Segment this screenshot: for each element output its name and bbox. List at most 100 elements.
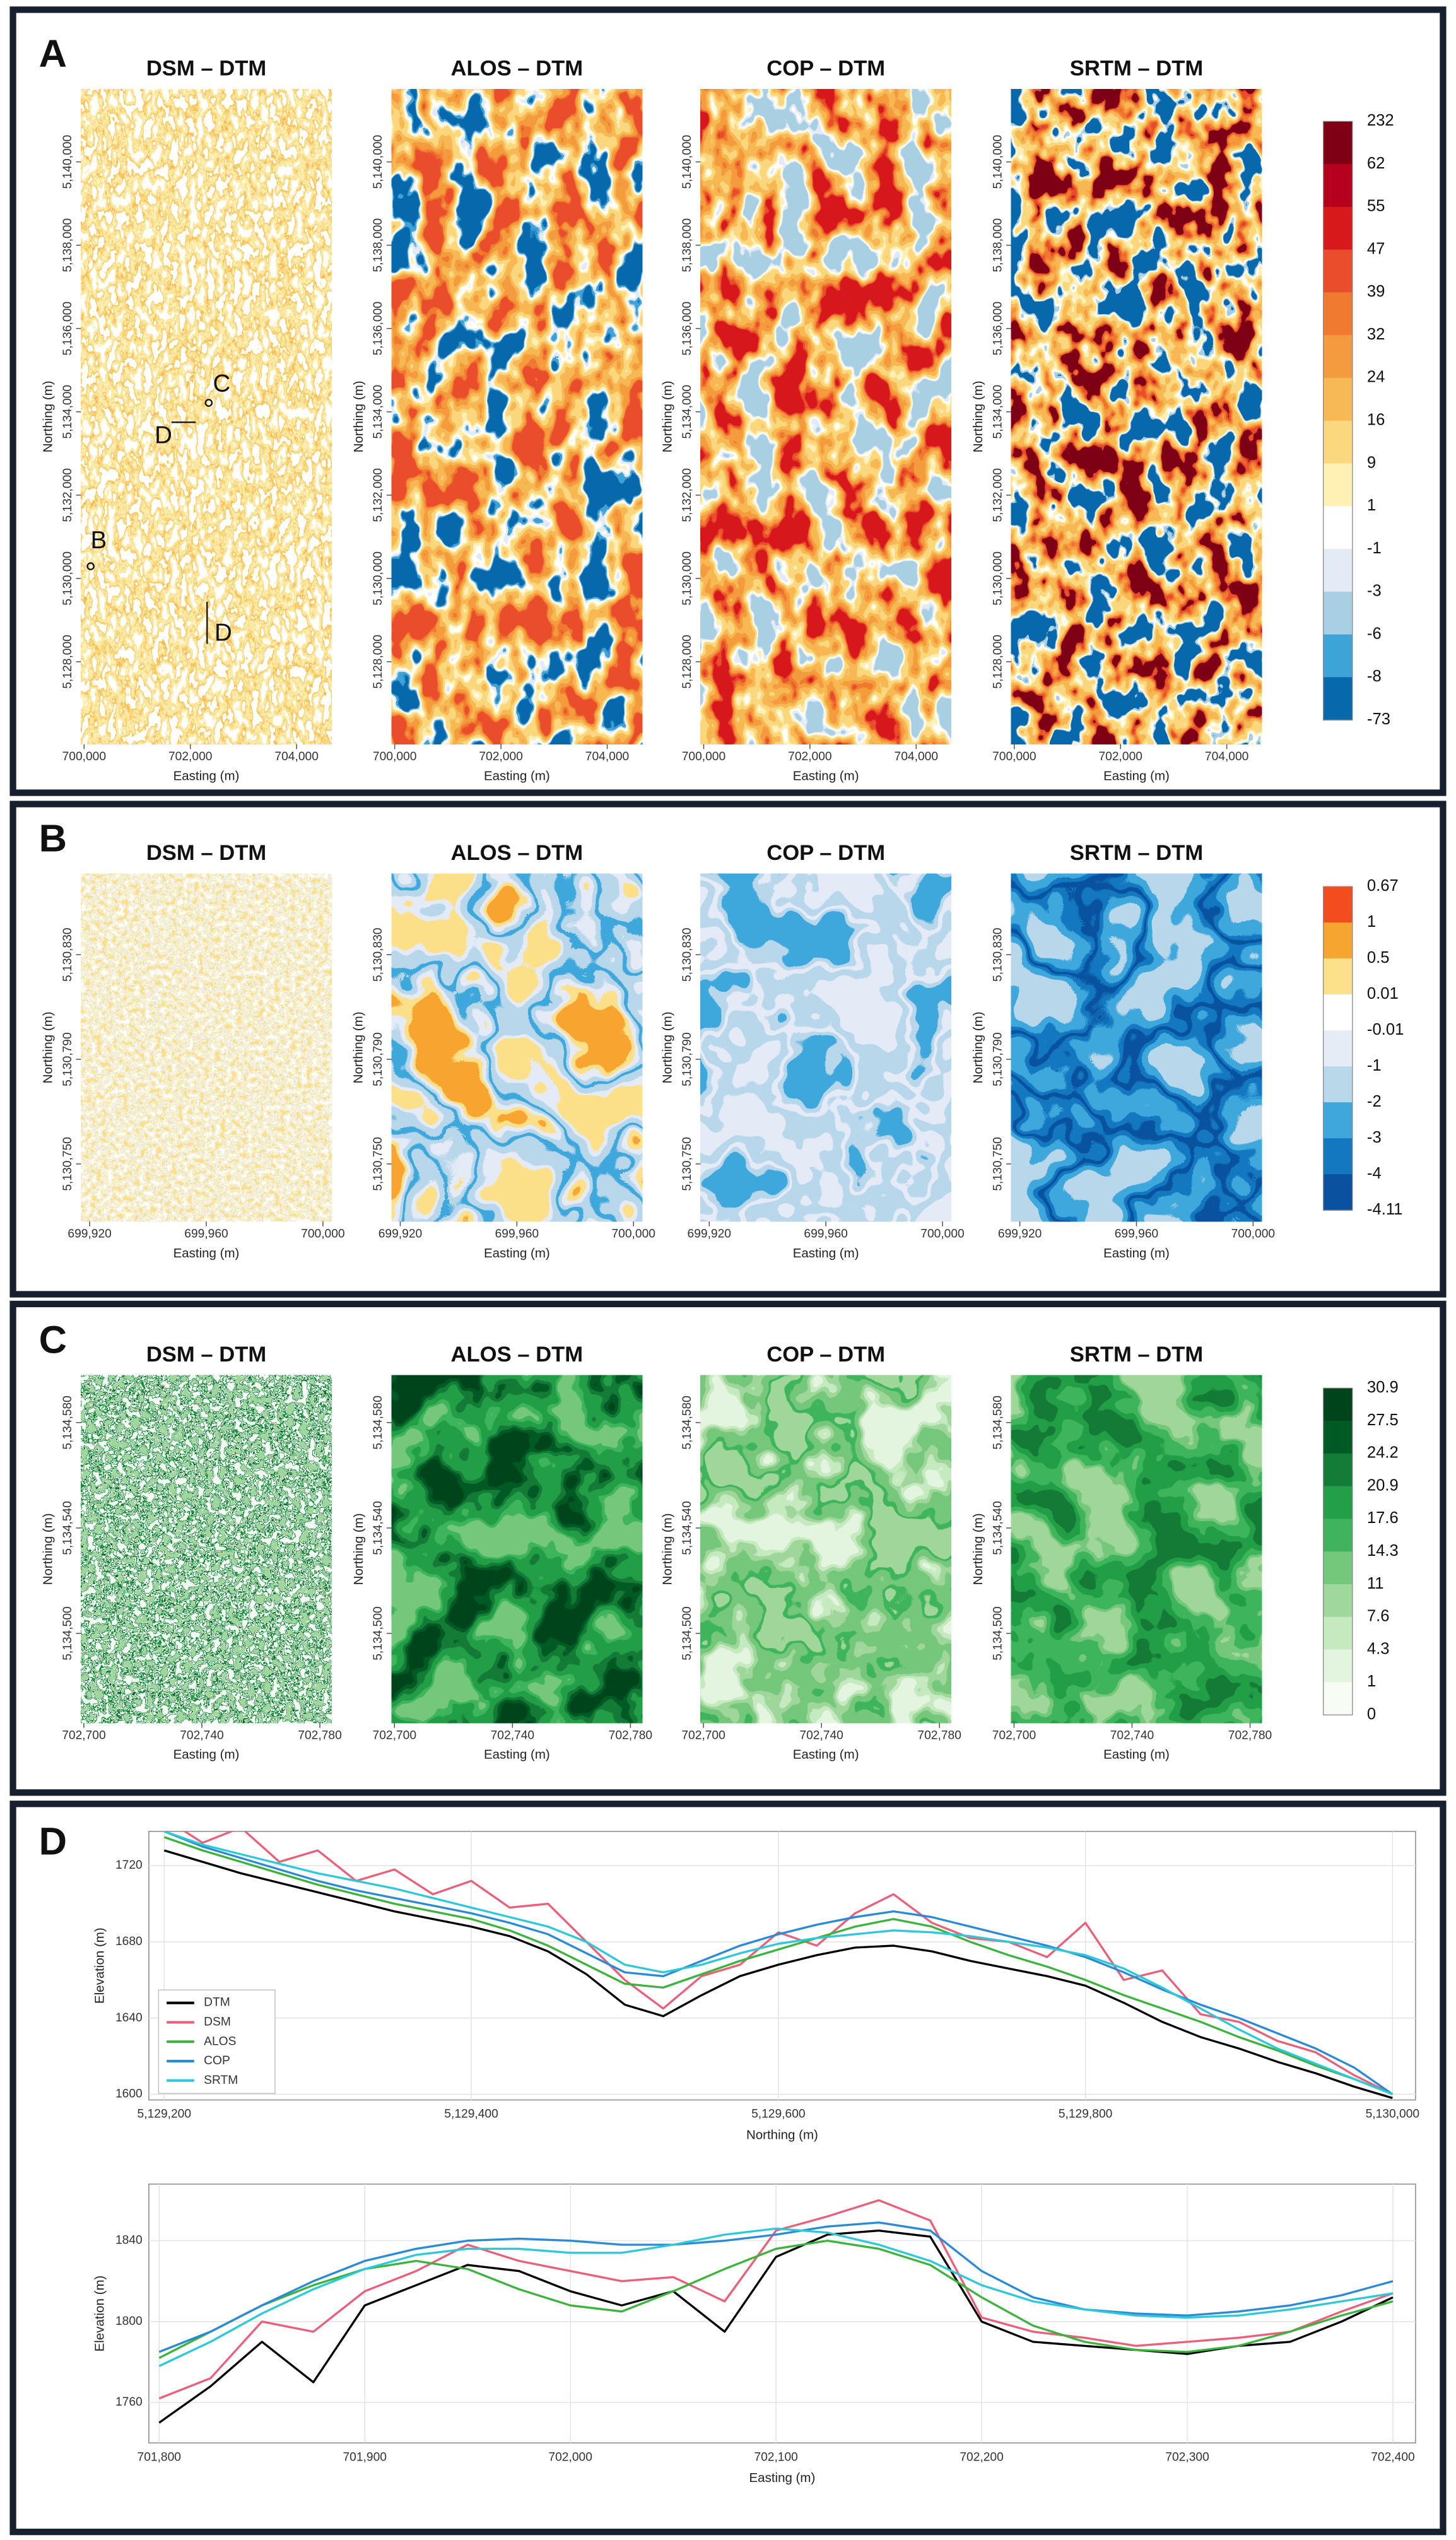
colorbar-swatch	[1323, 1102, 1353, 1139]
x-tick-label: 700,000	[62, 750, 106, 763]
x-axis-label: Easting (m)	[173, 768, 240, 783]
y-tick-label: 5,130,000	[991, 551, 1004, 606]
y-axis-label: Northing (m)	[971, 1513, 985, 1585]
colorbar-label: -2	[1367, 1093, 1382, 1110]
legend-label: SRTM	[204, 2074, 238, 2087]
colorbar-swatch	[1323, 335, 1353, 379]
colorbar-swatch	[1323, 994, 1353, 1031]
colorbar-swatch	[1323, 164, 1353, 208]
colorbar-swatch	[1323, 1174, 1353, 1211]
colorbar-label: 1	[1367, 497, 1376, 514]
y-tick-label: 5,136,000	[61, 302, 74, 355]
y-axis-label: Northing (m)	[660, 380, 675, 452]
y-axis-label: Northing (m)	[971, 380, 985, 452]
raster-map	[81, 1375, 332, 1724]
y-tick-label: 5,130,790	[681, 1032, 694, 1086]
colorbar-label: 32	[1367, 326, 1385, 343]
colorbar-swatch	[1323, 1551, 1353, 1585]
y-tick-label: 5,134,580	[681, 1396, 694, 1450]
x-tick-label: 704,000	[274, 750, 318, 763]
map-title: ALOS – DTM	[451, 1343, 584, 1367]
y-tick-label: 5,132,000	[681, 468, 694, 522]
colorbar-frame	[1323, 121, 1353, 720]
series-line	[163, 1836, 1393, 2095]
x-tick-label: 702,200	[960, 2450, 1003, 2464]
x-axis-label: Easting (m)	[749, 2471, 815, 2485]
x-tick-label: 702,000	[788, 750, 831, 763]
map-title: COP – DTM	[766, 841, 885, 865]
raster-map	[391, 89, 643, 744]
y-tick-label: 5,130,750	[61, 1137, 74, 1191]
y-tick-label: 5,128,000	[991, 635, 1004, 689]
legend-label: COP	[204, 2054, 230, 2067]
x-tick-label: 702,780	[609, 1729, 652, 1743]
map-title: DSM – DTM	[146, 841, 266, 865]
colorbar-frame	[1323, 1387, 1353, 1715]
x-tick-label: 700,000	[373, 750, 416, 763]
colorbar-swatch	[1323, 634, 1353, 678]
colorbar-label: 47	[1367, 240, 1385, 257]
colorbar-label: 17.6	[1367, 1509, 1399, 1527]
colorbar-swatch	[1323, 1519, 1353, 1552]
y-axis-label: Northing (m)	[971, 1011, 985, 1083]
colorbar-label: 62	[1367, 155, 1385, 172]
map-title: ALOS – DTM	[451, 56, 584, 80]
colorbar-label: 0.5	[1367, 949, 1390, 967]
map-title: DSM – DTM	[146, 56, 266, 80]
colorbar-label: 39	[1367, 283, 1385, 300]
y-tick-label: 1720	[115, 1859, 143, 1872]
colorbar-label: 7.6	[1367, 1608, 1390, 1625]
y-tick-label: 5,134,540	[61, 1501, 74, 1555]
raster-map	[1011, 1375, 1262, 1724]
y-tick-label: 5,140,000	[61, 135, 74, 189]
panel-frame	[9, 6, 1447, 796]
x-tick-label: 702,100	[754, 2450, 797, 2464]
colorbar-swatch	[1323, 1616, 1353, 1650]
y-tick-label: 5,136,000	[991, 302, 1004, 356]
x-tick-label: 5,130,000	[1366, 2108, 1420, 2121]
map-annotation: B	[91, 527, 107, 554]
colorbar-swatch	[1323, 886, 1353, 924]
colorbar-label: 20.9	[1367, 1476, 1399, 1494]
y-tick-label: 5,132,000	[61, 468, 74, 522]
raster-map	[81, 873, 332, 1222]
x-axis-label: Easting (m)	[1103, 1246, 1170, 1261]
y-tick-label: 5,134,580	[991, 1396, 1004, 1450]
y-tick-label: 5,132,000	[991, 468, 1004, 522]
y-tick-label: 5,134,540	[991, 1501, 1004, 1555]
colorbar-swatch	[1323, 1420, 1353, 1454]
y-tick-label: 5,134,000	[372, 385, 385, 439]
y-tick-label: 1600	[115, 2088, 143, 2101]
colorbar-label: 55	[1367, 197, 1385, 215]
x-tick-label: 5,129,600	[751, 2108, 806, 2121]
y-tick-label: 5,136,000	[681, 302, 694, 356]
x-tick-label: 702,780	[1228, 1729, 1272, 1743]
y-tick-label: 1800	[115, 2315, 143, 2328]
panel-frame	[9, 1300, 1447, 1796]
series-line	[163, 1831, 1394, 2095]
series-line	[158, 2227, 1394, 2367]
colorbar-swatch	[1323, 463, 1353, 507]
colorbar-label: 4.3	[1367, 1640, 1390, 1657]
x-tick-label: 702,000	[168, 750, 212, 763]
y-tick-label: 5,130,750	[991, 1137, 1004, 1191]
raster-map	[391, 873, 643, 1222]
y-tick-label: 5,128,000	[61, 635, 74, 689]
colorbar-label: 0.01	[1367, 985, 1399, 1002]
colorbar-frame	[1323, 886, 1353, 1211]
map-title: SRTM – DTM	[1070, 56, 1204, 80]
colorbar-label: 30.9	[1367, 1379, 1399, 1396]
series-group	[163, 1831, 1394, 2100]
map-title: DSM – DTM	[146, 1343, 266, 1367]
colorbar-swatch	[1323, 591, 1353, 635]
y-axis-label: Northing (m)	[660, 1513, 675, 1585]
x-axis-label: Easting (m)	[173, 1246, 240, 1261]
x-axis-label: Easting (m)	[484, 1748, 550, 1762]
colorbar-label: 27.5	[1367, 1411, 1399, 1429]
colorbar-label: -8	[1367, 667, 1382, 685]
panel-label: B	[39, 817, 67, 861]
colorbar-label: 9	[1367, 454, 1376, 471]
y-tick-label: 5,130,830	[372, 927, 385, 982]
x-tick-label: 702,780	[298, 1729, 341, 1743]
colorbar-swatch	[1323, 1030, 1353, 1067]
